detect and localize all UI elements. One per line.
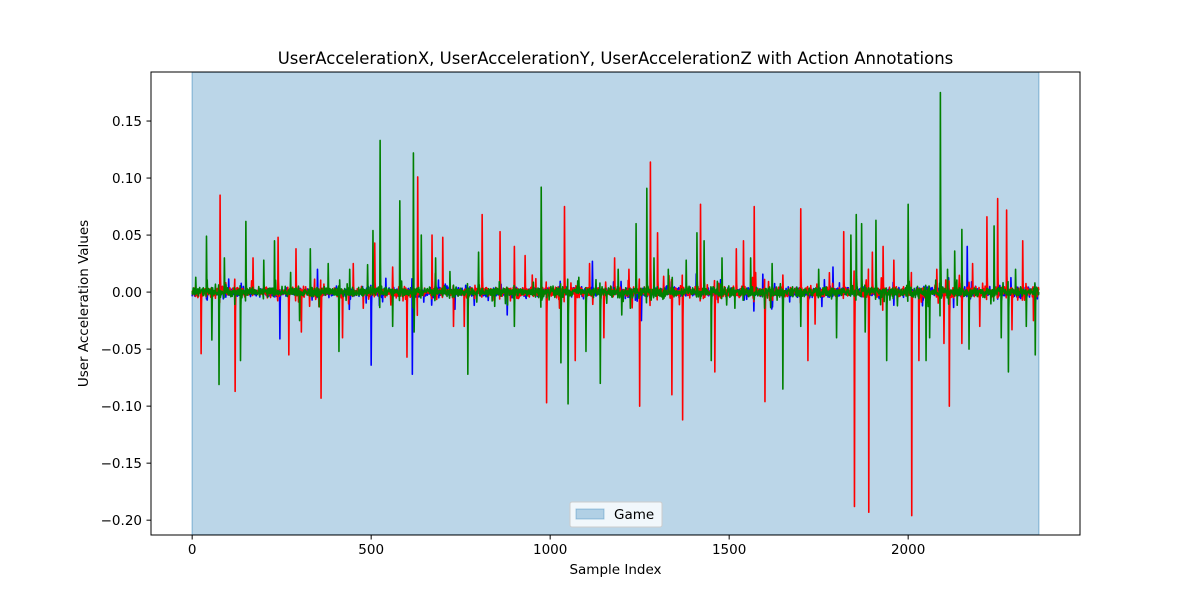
x-tick-label: 500 bbox=[358, 542, 384, 558]
y-tick-label: 0.10 bbox=[112, 171, 142, 187]
y-axis-label: User Acceleration Values bbox=[76, 220, 92, 387]
y-tick-label: −0.15 bbox=[101, 456, 142, 472]
y-tick-label: 0.00 bbox=[112, 285, 142, 301]
legend: Game bbox=[570, 502, 662, 527]
x-tick-label: 0 bbox=[188, 542, 197, 558]
x-tick-label: 1000 bbox=[533, 542, 567, 558]
legend-label-game: Game bbox=[614, 507, 654, 523]
y-tick-label: −0.05 bbox=[101, 342, 142, 358]
x-tick-label: 1500 bbox=[712, 542, 746, 558]
y-tick-label: −0.20 bbox=[101, 513, 142, 529]
legend-swatch-game bbox=[576, 509, 604, 519]
y-tick-label: 0.15 bbox=[112, 114, 142, 130]
x-tick-label: 2000 bbox=[891, 542, 925, 558]
x-axis-label: Sample Index bbox=[569, 562, 661, 578]
chart-title: UserAccelerationX, UserAccelerationY, Us… bbox=[278, 49, 954, 68]
plot-area bbox=[192, 72, 1039, 535]
y-tick-label: 0.05 bbox=[112, 228, 142, 244]
y-tick-label: −0.10 bbox=[101, 399, 142, 415]
